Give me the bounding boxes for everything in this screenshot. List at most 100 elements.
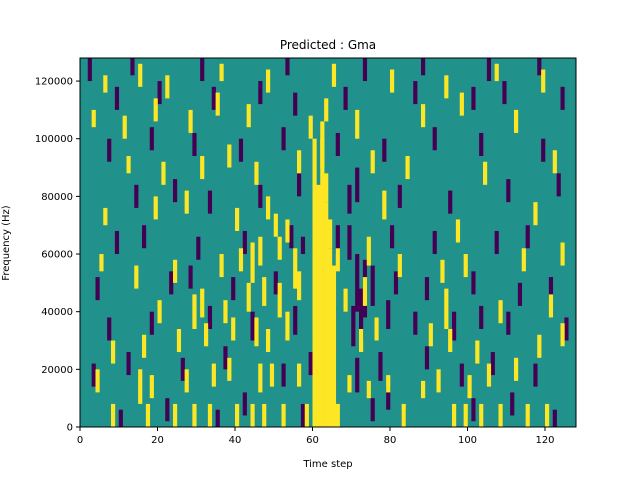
heatmap-cell-low [149, 127, 154, 151]
heatmap-cell-low [424, 346, 430, 370]
heatmap-cell-high [200, 288, 205, 318]
heatmap-cell-low [335, 225, 340, 255]
heatmap-cell-low [490, 352, 495, 376]
x-tick-label: 20 [151, 435, 164, 446]
heatmap-cell-low [281, 127, 286, 151]
heatmap-cell-low [459, 363, 464, 387]
heatmap-cell-high [192, 403, 197, 427]
heatmap-cell-high [188, 109, 193, 133]
heatmap-cell-low [471, 86, 476, 110]
heatmap-cell-low [552, 409, 557, 427]
heatmap-cell-low [397, 184, 402, 208]
y-tick-label: 60000 [41, 250, 73, 261]
heatmap-cell-high [254, 161, 259, 185]
heatmap-cell-high [452, 403, 457, 427]
heatmap-cell-high [207, 403, 213, 427]
heatmap-cell-low [556, 173, 561, 197]
heatmap-cell-low [238, 138, 244, 162]
heatmap-cell-high [176, 328, 182, 353]
heatmap-cell-high [173, 259, 178, 283]
heatmap-cell-low [370, 398, 375, 422]
heatmap-cell-high [273, 213, 278, 237]
heatmap-cell-low [537, 58, 542, 76]
y-axis-label: Frequency (Hz) [1, 205, 12, 281]
heatmap-cell-low [289, 225, 294, 249]
heatmap-cell-high [211, 363, 216, 387]
heatmap-cell-high [215, 92, 220, 116]
heatmap-cell-low [359, 288, 364, 341]
heatmap-cell-high [293, 248, 298, 289]
heatmap-cell-low [413, 81, 418, 105]
x-tick-label: 120 [535, 435, 554, 446]
heatmap-cell-low [560, 86, 565, 110]
x-tick-label: 100 [458, 435, 477, 446]
heatmap-cell-high [312, 340, 317, 427]
heatmap-cell-low [258, 81, 263, 105]
heatmap-cell-low [157, 81, 162, 105]
heatmap-cell-high [312, 254, 317, 341]
heatmap-cell-high [537, 334, 542, 358]
heatmap-cell-high [200, 156, 205, 180]
heatmap-cell-high [335, 248, 340, 272]
heatmap-cell-high [343, 288, 348, 312]
heatmap-cell-high [386, 375, 391, 393]
heatmap-cell-low [506, 179, 511, 203]
heatmap-cell-low [390, 225, 395, 249]
heatmap-cell-low [297, 173, 302, 197]
heatmap-cell-high [525, 403, 530, 427]
heatmap-cell-high [428, 323, 433, 347]
heatmap-cell-low [250, 311, 255, 341]
heatmap-cell-high [494, 63, 499, 82]
heatmap-cell-low [91, 363, 96, 387]
x-tick-label: 80 [384, 435, 397, 446]
heatmap-cell-low [486, 58, 492, 82]
heatmap-cell-high [184, 190, 189, 214]
heatmap-cell-high [258, 236, 263, 266]
heatmap-cell-high [126, 156, 131, 174]
heatmap-cell-high [258, 363, 263, 393]
heatmap-cell-high [91, 109, 96, 128]
heatmap-cell-low [432, 127, 437, 151]
heatmap-cell-low [95, 277, 100, 301]
heatmap-cell-low [479, 132, 484, 157]
x-axis-ticks: 0 20 40 60 80 100 120 [77, 427, 555, 446]
x-tick-label: 40 [229, 435, 242, 446]
heatmap-cell-low [188, 265, 193, 289]
heatmap-cell-high [219, 254, 224, 278]
heatmap-cell-low [200, 58, 205, 82]
heatmap-cell-low [517, 282, 523, 306]
y-tick-label: 0 [67, 423, 73, 434]
heatmap-cell-high [250, 403, 255, 427]
heatmap-cell-high [390, 69, 395, 93]
heatmap-cells [87, 58, 569, 427]
heatmap-cell-low [242, 230, 247, 255]
heatmap-cell-high [308, 115, 313, 139]
heatmap-cell-high [231, 317, 236, 341]
heatmap-cell-high [324, 98, 329, 122]
heatmap-cell-low [142, 225, 147, 249]
heatmap-cell-high [227, 144, 232, 168]
heatmap-cell-high [463, 254, 468, 278]
y-tick-label: 100000 [35, 134, 73, 145]
y-tick-label: 80000 [41, 192, 73, 203]
heatmap-cell-low [223, 346, 228, 370]
y-tick-label: 20000 [41, 365, 73, 376]
heatmap-cell-low [413, 311, 418, 335]
heatmap-cell-low [386, 386, 391, 410]
heatmap-cell-high [444, 75, 449, 99]
heatmap-cell-high [227, 357, 232, 381]
heatmap-cell-low [479, 305, 484, 329]
heatmap-cell-high [304, 403, 309, 427]
chart-title: Predicted : Gma [280, 38, 376, 52]
x-axis-label: Time step [302, 459, 352, 470]
heatmap-cell-low [300, 403, 306, 427]
heatmap-cell-high [479, 403, 484, 427]
heatmap-cell-low [281, 363, 286, 387]
heatmap-cell-low [378, 352, 383, 381]
heatmap-cell-high [347, 375, 352, 393]
heatmap-cell-low [448, 190, 453, 214]
heatmap-cell-low [393, 271, 399, 295]
heatmap-cell-high [382, 190, 387, 220]
heatmap-cell-high [455, 219, 461, 243]
